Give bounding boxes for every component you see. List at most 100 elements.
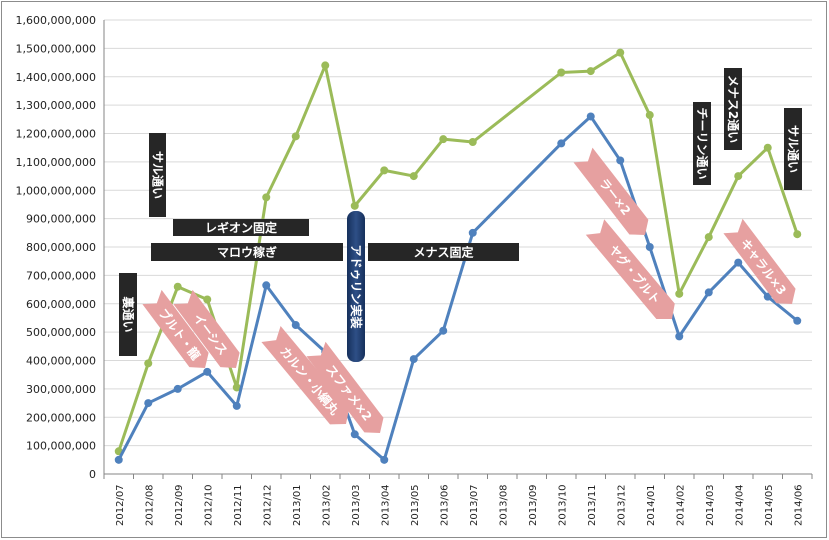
annotation-box <box>119 273 137 356</box>
x-tick-label: 2014/01 <box>646 484 657 526</box>
annotation-arrow <box>261 325 350 425</box>
annotation-box <box>347 211 365 362</box>
x-tick-label: 2014/02 <box>675 484 686 526</box>
annotation-box <box>149 133 166 217</box>
data-point <box>675 289 684 298</box>
data-point <box>468 228 477 237</box>
y-tick-label: 900,000,000 <box>26 213 96 226</box>
x-tick-label: 2012/08 <box>144 484 155 526</box>
data-point <box>114 455 123 464</box>
data-point <box>704 233 713 242</box>
annotation-dark-box: 裏通い <box>119 273 137 356</box>
annotation-dark-box: レギオン固定 <box>173 219 309 236</box>
x-tick-label: 2014/06 <box>793 484 804 526</box>
y-tick-label: 600,000,000 <box>26 298 96 311</box>
y-tick-label: 1,500,000,000 <box>16 42 96 55</box>
annotation-dark-box: メナス固定 <box>368 243 519 261</box>
x-tick-label: 2013/08 <box>498 484 509 526</box>
data-point <box>645 243 654 251</box>
x-tick-label: 2013/05 <box>410 484 421 526</box>
data-point <box>557 139 566 148</box>
annotation-label: ヤグ・ブルト <box>606 242 664 307</box>
annotation-label: マロウ稼ぎ <box>217 245 277 260</box>
data-point <box>203 295 212 304</box>
data-point <box>291 321 300 330</box>
data-point <box>321 61 330 70</box>
annotation-arrow <box>585 219 675 320</box>
annotation-box <box>151 243 343 261</box>
y-tick-label: 500,000,000 <box>26 326 96 339</box>
annotation-label: チーリン通い <box>695 107 710 179</box>
data-point <box>675 332 684 341</box>
annotation-dark-box: メナス2通い <box>724 68 742 150</box>
annotation-dark-box: マロウ稼ぎ <box>151 243 343 261</box>
annotation-arrow <box>573 147 649 236</box>
x-tick-label: 2012/11 <box>233 484 244 526</box>
data-point <box>291 132 300 141</box>
annotation-arrow <box>306 341 384 433</box>
data-point <box>616 156 625 165</box>
x-tick-label: 2013/04 <box>380 484 391 526</box>
x-tick-label: 2013/01 <box>292 484 303 526</box>
y-tick-label: 800,000,000 <box>26 241 96 254</box>
x-tick-label: 2013/03 <box>351 484 362 526</box>
data-point <box>616 48 625 57</box>
annotation-navy-pill: アドゥリン実装 <box>347 211 365 362</box>
data-point <box>232 383 241 392</box>
x-tick-label: 2014/04 <box>734 484 745 526</box>
series-line-2 <box>117 114 799 462</box>
annotation-label: 裏通い <box>121 295 136 332</box>
axes: 0 100,000,000 200,000,000 300,000,000 400,00… <box>16 14 813 526</box>
data-point <box>793 316 802 325</box>
data-point <box>144 399 153 408</box>
data-point <box>409 172 418 181</box>
x-tick-label: 2013/12 <box>616 484 627 526</box>
annotation-arrow <box>142 289 209 368</box>
data-point <box>173 384 182 393</box>
data-point <box>380 166 389 175</box>
x-tick-label: 2012/07 <box>115 484 126 526</box>
y-tick-label: 1,000,000,000 <box>16 184 96 197</box>
y-tick-label: 1,200,000,000 <box>16 128 96 141</box>
x-tick-label: 2013/02 <box>321 484 332 526</box>
annotation-box <box>784 108 802 190</box>
data-point <box>350 430 359 439</box>
annotation-label: サル通い <box>786 125 801 173</box>
annotation-dark-box: チーリン通い <box>693 102 711 185</box>
data-point <box>734 258 743 267</box>
data-point <box>350 201 359 210</box>
data-point <box>380 455 389 464</box>
y-tick-label: 1,600,000,000 <box>16 14 96 27</box>
y-tick-label: 200,000,000 <box>26 411 96 424</box>
annotation-label: サル通い <box>151 151 166 199</box>
x-tick-label: 2013/06 <box>439 484 450 526</box>
y-tick-label: 1,400,000,000 <box>16 71 96 84</box>
x-tick-label: 2013/10 <box>557 484 568 526</box>
y-tick-label: 1,100,000,000 <box>16 156 96 169</box>
y-tick-label: 1,300,000,000 <box>16 99 96 112</box>
data-point <box>232 401 241 410</box>
annotation-box <box>368 243 519 261</box>
x-tick-label: 2012/09 <box>174 484 185 526</box>
data-point <box>262 193 271 202</box>
data-point <box>439 135 448 144</box>
data-point <box>439 326 448 335</box>
y-tick-label: 300,000,000 <box>26 383 96 396</box>
x-tick-label: 2012/10 <box>203 484 214 526</box>
data-point <box>262 281 271 290</box>
annotation-box <box>724 68 742 150</box>
annotation-label: メナス2通い <box>726 75 741 143</box>
annotation-arrow <box>723 218 796 304</box>
data-point <box>763 143 772 152</box>
annotation-label: メナス固定 <box>413 245 473 260</box>
annotation-box <box>693 102 711 185</box>
annotation-label: キャラル×3 <box>738 236 789 297</box>
data-point <box>645 111 654 120</box>
data-point <box>203 367 212 376</box>
data-point <box>173 282 182 291</box>
annotation-arrow <box>173 289 240 368</box>
annotation-arrow-group: ヤグ・ブルト <box>585 219 675 320</box>
data-point <box>586 112 595 121</box>
data-point <box>704 288 713 297</box>
